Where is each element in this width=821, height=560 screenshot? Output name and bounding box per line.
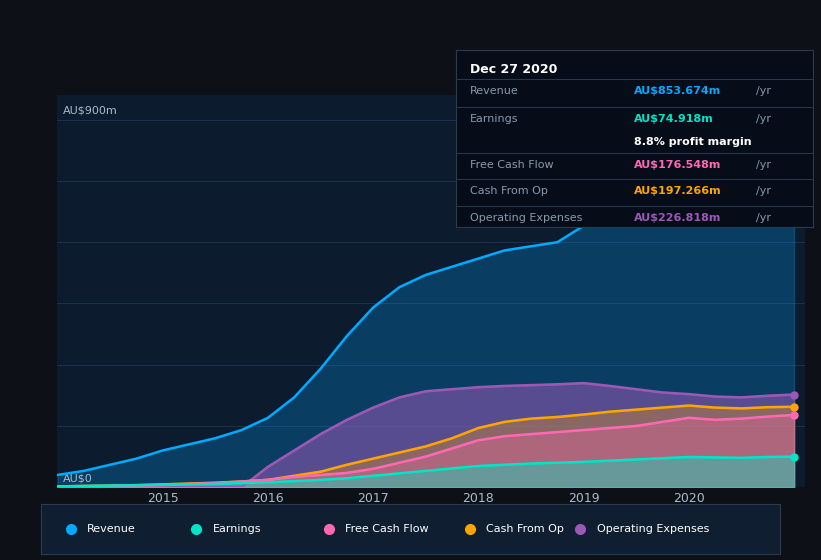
- Text: /yr: /yr: [755, 160, 771, 170]
- Text: Free Cash Flow: Free Cash Flow: [346, 524, 429, 534]
- Text: Revenue: Revenue: [87, 524, 135, 534]
- Text: AU$176.548m: AU$176.548m: [635, 160, 722, 170]
- Text: Free Cash Flow: Free Cash Flow: [470, 160, 553, 170]
- Text: Dec 27 2020: Dec 27 2020: [470, 63, 557, 76]
- Text: /yr: /yr: [755, 186, 771, 196]
- Text: 8.8% profit margin: 8.8% profit margin: [635, 137, 752, 147]
- Text: AU$853.674m: AU$853.674m: [635, 86, 722, 96]
- Text: Cash From Op: Cash From Op: [486, 524, 564, 534]
- Text: AU$197.266m: AU$197.266m: [635, 186, 722, 196]
- Text: Operating Expenses: Operating Expenses: [470, 213, 582, 223]
- Text: /yr: /yr: [755, 114, 771, 124]
- Text: AU$226.818m: AU$226.818m: [635, 213, 722, 223]
- Text: Revenue: Revenue: [470, 86, 519, 96]
- Text: Cash From Op: Cash From Op: [470, 186, 548, 196]
- Text: Earnings: Earnings: [470, 114, 518, 124]
- Text: AU$900m: AU$900m: [62, 106, 117, 115]
- Text: Earnings: Earnings: [213, 524, 261, 534]
- Text: Operating Expenses: Operating Expenses: [597, 524, 709, 534]
- Text: AU$74.918m: AU$74.918m: [635, 114, 714, 124]
- Text: AU$0: AU$0: [62, 473, 93, 483]
- Text: /yr: /yr: [755, 213, 771, 223]
- Text: /yr: /yr: [755, 86, 771, 96]
